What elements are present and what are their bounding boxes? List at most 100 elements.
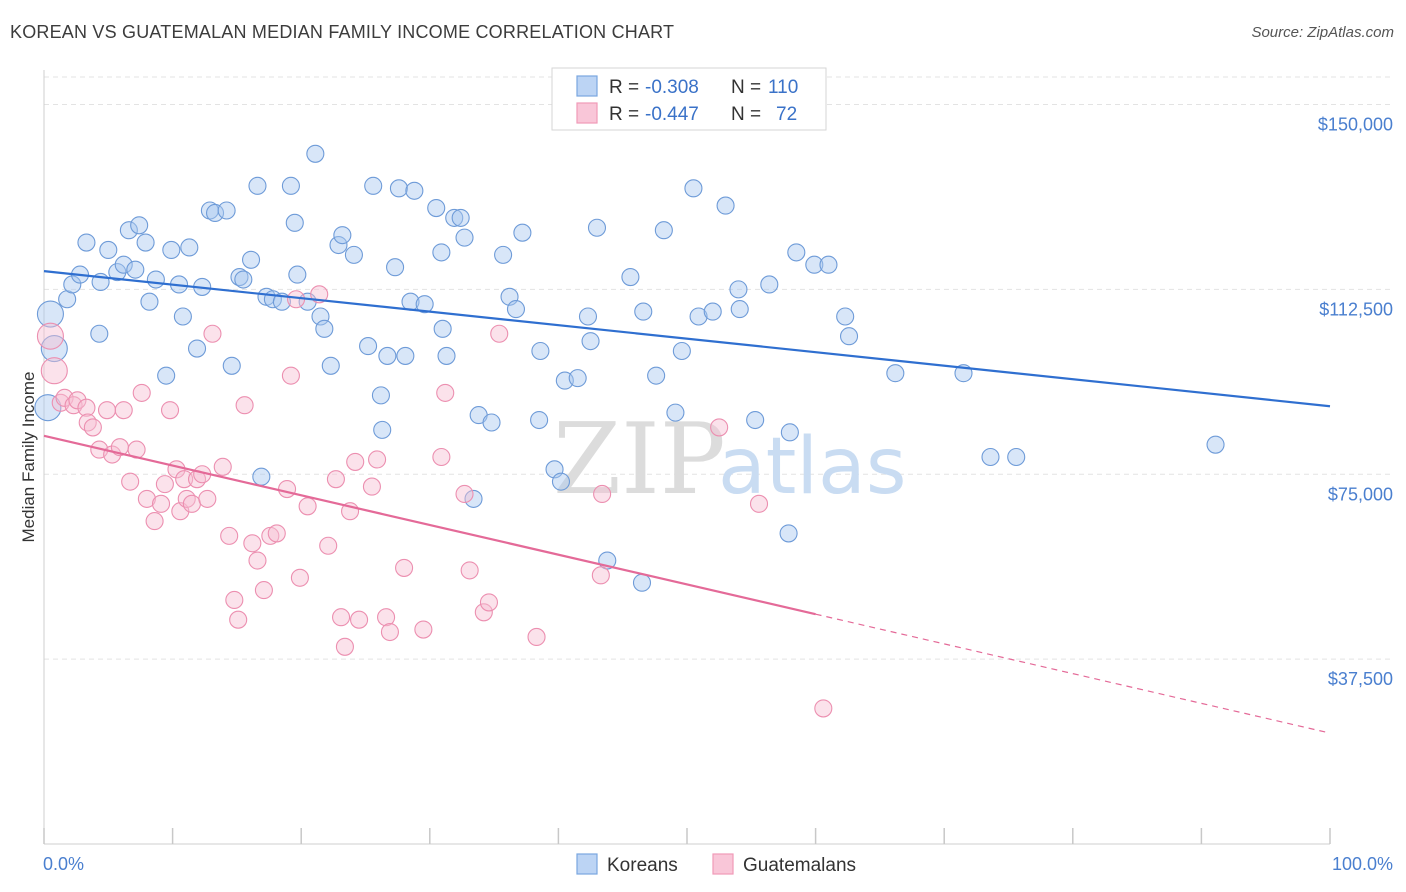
data-point [151,494,171,513]
data-point [160,401,180,420]
source-credit: Source: ZipAtlas.com [1251,24,1394,41]
legend-swatch-guatemalans [576,102,598,124]
data-point [654,221,673,240]
data-point [121,472,140,491]
data-point [634,302,653,321]
watermark-zip: ZIP [553,403,726,517]
x-max-label: 100.0% [1332,854,1393,874]
data-point [281,366,300,385]
data-point [252,467,271,486]
data-point [362,477,381,496]
data-point [490,324,509,343]
data-point [621,268,640,287]
legend-n-label-2: N = [731,104,761,125]
data-point [267,524,286,543]
data-point [578,307,598,326]
data-point [248,176,267,195]
data-point [805,255,824,274]
y-axis-label: Median Family Income [19,371,38,542]
bottom-legend: Koreans Guatemalans [576,853,856,876]
data-point [460,561,479,580]
data-point [445,208,464,227]
data-point [346,452,365,471]
data-point [315,319,334,338]
data-point [364,176,383,195]
trend-line-guatemalans [43,434,816,616]
data-point [749,494,769,513]
y-tick-label: $112,500 [1319,299,1393,319]
data-point [132,383,151,402]
data-point [689,307,708,326]
data-point [248,551,267,570]
data-point [281,176,300,195]
data-point [455,484,474,504]
data-point [464,489,483,508]
bottom-legend-swatch-koreans [576,853,598,875]
legend-n-value-2: 72 [776,104,797,125]
data-point [436,383,455,402]
legend-r-label-1: R = [609,77,639,98]
data-point [415,295,434,314]
data-point [433,319,452,338]
chart-title: KOREAN VS GUATEMALAN MEDIAN FAMILY INCOM… [10,22,675,42]
data-point [243,534,262,553]
data-point [1007,447,1026,467]
data-point [288,265,307,284]
y-tick-label: $150,000 [1318,115,1393,135]
legend-n-value-1: 110 [768,77,798,98]
legend-n-label-1: N = [731,77,761,98]
data-point [451,208,470,227]
data-point [632,573,652,592]
data-point [551,472,571,491]
data-point [494,245,513,264]
data-point [506,300,526,319]
data-point [350,610,369,629]
data-point [432,243,451,262]
data-point [568,369,587,388]
data-point [40,357,68,385]
data-point [378,346,397,365]
y-axis-tick-labels: $150,000 $112,500 $75,000 $37,500 [1318,115,1393,690]
data-point [819,255,838,274]
data-point [1206,435,1225,454]
data-point [198,489,217,508]
data-point [173,307,192,326]
data-point [175,470,194,489]
data-point [130,216,149,235]
data-point [326,470,345,489]
data-point [981,447,1000,467]
bottom-legend-koreans: Koreans [607,855,678,876]
data-point [329,235,348,255]
data-point [119,221,138,240]
data-point [746,410,765,430]
data-point [306,144,325,163]
data-point [474,603,493,622]
trend-line-koreans [43,270,1331,408]
data-point [278,479,297,499]
data-point [647,366,666,385]
bottom-legend-guatemalans: Guatemalans [743,855,856,876]
data-point [78,413,97,432]
data-point [396,346,415,365]
data-point [587,218,607,237]
data-point [432,447,451,467]
data-point [213,457,232,476]
data-point [779,524,798,543]
data-point [205,203,225,223]
data-point [780,423,799,442]
data-point [90,324,109,343]
data-point [77,398,96,417]
data-point [344,245,363,264]
data-point [716,196,735,215]
data-point [146,270,165,289]
data-point [729,280,748,299]
data-point [155,475,174,494]
trend-lines [43,270,1331,734]
data-point [298,497,317,516]
data-point [427,198,446,218]
data-point [581,332,600,351]
data-point [290,568,309,587]
data-point [359,337,378,356]
data-point [886,364,905,383]
data-point [666,403,685,422]
